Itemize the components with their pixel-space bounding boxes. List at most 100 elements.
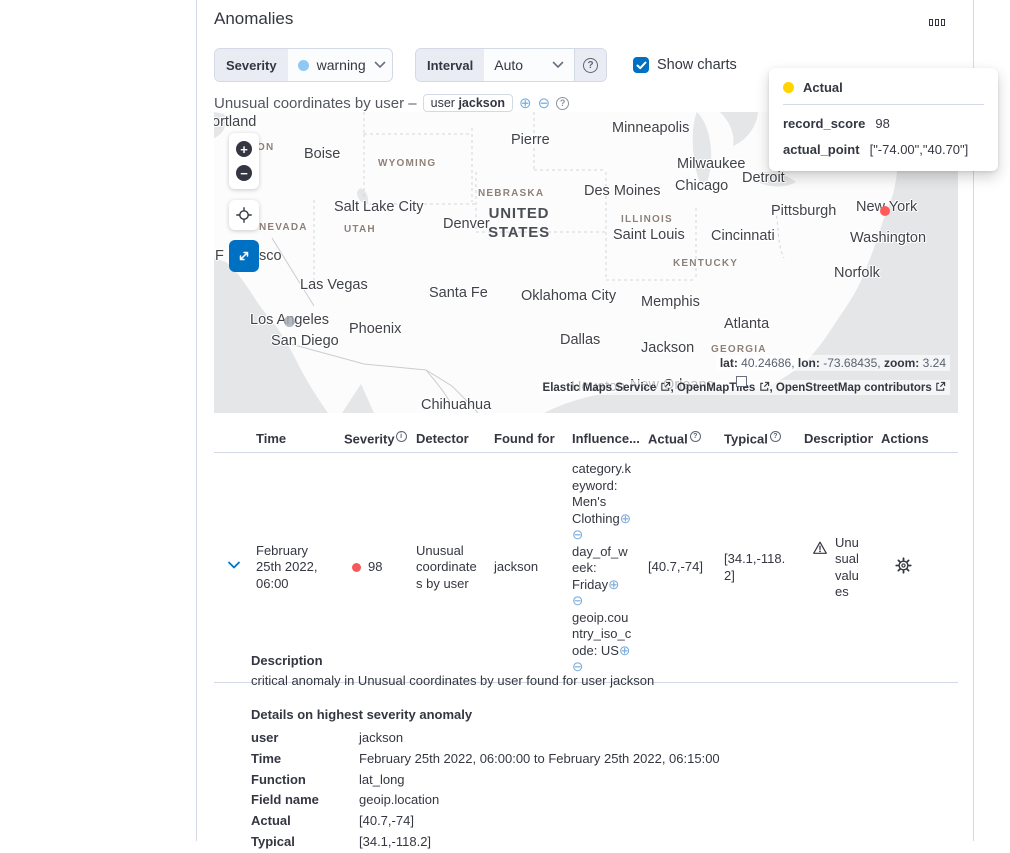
map-tooltip: Actual record_score 98 actual_point ["-74.…: [769, 68, 998, 171]
question-circle-icon: ?: [689, 431, 701, 442]
details-value: geoip.location: [359, 792, 440, 808]
expand-map-icon[interactable]: [229, 240, 259, 272]
add-filter-icon[interactable]: ⊕: [619, 510, 632, 526]
collapse-row-icon[interactable]: [222, 557, 242, 576]
external-link-icon: [759, 381, 769, 391]
chart-header: Unusual coordinates by user – user jacks…: [214, 94, 570, 112]
details-value: [34.1,-118.2]: [359, 833, 432, 849]
header-influenced-by: Influence...: [572, 431, 640, 446]
cell-detector: Unusual coordinates by user: [416, 542, 477, 591]
map-city-label: Pittsburgh: [771, 203, 837, 219]
header-expander: [214, 428, 248, 452]
add-filter-icon[interactable]: ⊕: [618, 642, 631, 658]
severity-warning-dot: [297, 59, 309, 71]
map-attribution: Elastic Maps Service , OpenMapTiles , Op…: [538, 380, 950, 395]
header-time: Time: [256, 431, 287, 446]
external-link-icon: [660, 381, 670, 391]
details-row: Typical [34.1,-118.2]: [251, 832, 951, 853]
severity-critical-dot: [352, 563, 361, 573]
cell-time: February 25th 2022, 06:00: [256, 542, 318, 591]
tooltip-key: record_score: [783, 116, 866, 131]
map-city-label: Atlanta: [724, 316, 770, 332]
map-attribution-link[interactable]: Elastic Maps Service ,: [542, 381, 677, 394]
header-actual: Actual?: [640, 428, 716, 452]
map-city-label: Memphis: [641, 294, 700, 310]
map-city-label: Phoenix: [349, 321, 402, 337]
remove-filter-icon[interactable]: ⊖: [537, 94, 551, 112]
map-city-label: Las Vegas: [300, 277, 368, 293]
details-row: Function lat_long: [251, 770, 951, 791]
map-attribution-link[interactable]: OpenStreetMap contributors: [776, 381, 946, 394]
remove-filter-icon[interactable]: ⊖: [572, 527, 584, 543]
typical-point-marker: [284, 316, 295, 327]
actions-gear-icon[interactable]: [891, 557, 912, 577]
influencer-value: category.keyword: Men's Clothing⊕ ⊖: [572, 461, 632, 543]
severity-filter[interactable]: Severity warning: [214, 48, 393, 82]
chevron-down-icon: [374, 61, 385, 69]
details-key: Function: [251, 771, 306, 787]
tooltip-key: actual_point: [783, 142, 860, 157]
help-icon: ?: [556, 96, 570, 110]
map-attribution-link[interactable]: OpenMapTiles ,: [676, 381, 776, 394]
fit-to-data-icon[interactable]: [229, 200, 259, 230]
map-state-label: UTAH: [344, 224, 376, 235]
description-text: critical anomaly in Unusual coordinates …: [251, 673, 655, 688]
map-city-label: ortland: [214, 114, 257, 130]
details-key: Actual: [251, 813, 291, 829]
details-value: February 25th 2022, 06:00:00 to February…: [359, 750, 720, 766]
map-city-label: Santa Fe: [429, 285, 488, 301]
map-city-label: F: [215, 248, 224, 264]
map-city-label: Jackson: [641, 340, 695, 356]
map-coordinates-readout: lat: 40.24686, lon: -73.68435, zoom: 3.2…: [715, 355, 950, 371]
show-charts-checkbox[interactable]: Show charts: [633, 57, 737, 73]
controls-bar: Severity warning Interval Auto ? Show ch…: [214, 48, 737, 82]
expanded-row-details: Description critical anomaly in Unusual …: [251, 648, 951, 853]
actual-dot-icon: [783, 82, 794, 93]
header-found-for: Found for: [494, 431, 555, 446]
add-filter-icon[interactable]: ⊕: [519, 94, 532, 112]
anomalies-panel: Anomalies Severity warning Interval Auto…: [196, 0, 998, 849]
question-circle-icon: ?: [583, 57, 598, 73]
map-state-label: NEBRASKA: [478, 188, 545, 199]
map-city-label: Boise: [304, 146, 341, 162]
remove-filter-icon[interactable]: ⊖: [572, 659, 584, 675]
external-link-icon: [936, 381, 946, 391]
details-value: lat_long: [359, 771, 405, 787]
details-key: Typical: [251, 833, 295, 849]
map-state-label: ILLINOIS: [621, 214, 673, 225]
map-city-label: Dallas: [560, 332, 601, 348]
map-city-label: Saint Louis: [613, 227, 685, 243]
description-title: Description: [251, 653, 323, 668]
details-subtitle: Details on highest severity anomaly: [251, 707, 473, 722]
map-state-label: GEORGIA: [711, 344, 767, 355]
details-row: Field name geoip.location: [251, 790, 951, 811]
details-value: [40.7,-74]: [359, 813, 414, 829]
header-actions: Actions: [881, 431, 929, 446]
map-city-label: Denver: [443, 216, 490, 232]
details-key: Field name: [251, 792, 319, 808]
details-value: jackson: [359, 730, 404, 745]
header-description: Description: [804, 431, 873, 446]
remove-filter-icon[interactable]: ⊖: [572, 593, 584, 609]
map-state-label: WYOMING: [378, 158, 437, 169]
influencer-value: day_of_week: Friday⊕ ⊖: [572, 543, 628, 609]
interval-help-button[interactable]: ?: [574, 49, 606, 81]
zoom-out-icon[interactable]: −: [236, 165, 252, 181]
details-key: Time: [251, 750, 282, 766]
cell-actual: [40.7,-74]: [648, 559, 703, 575]
add-filter-icon[interactable]: ⊕: [608, 576, 620, 592]
map-city-label: Salt Lake City: [334, 199, 424, 215]
map-city-label: Oklahoma City: [521, 288, 617, 304]
interval-select[interactable]: Interval Auto ?: [415, 48, 607, 82]
map-city-label: Cincinnati: [711, 228, 775, 244]
map-base: [214, 112, 958, 413]
map-country-label: UNITED STATES: [488, 205, 550, 241]
actual-point-marker[interactable]: [880, 206, 890, 216]
panel-options-icon[interactable]: [923, 10, 951, 34]
header-detector: Detector: [416, 431, 469, 446]
zoom-in-icon[interactable]: +: [236, 141, 252, 157]
details-row: Time February 25th 2022, 06:00:00 to Febr…: [251, 749, 951, 770]
attribution-collapse-icon[interactable]: [736, 376, 747, 387]
panel-title: Anomalies: [214, 9, 294, 28]
